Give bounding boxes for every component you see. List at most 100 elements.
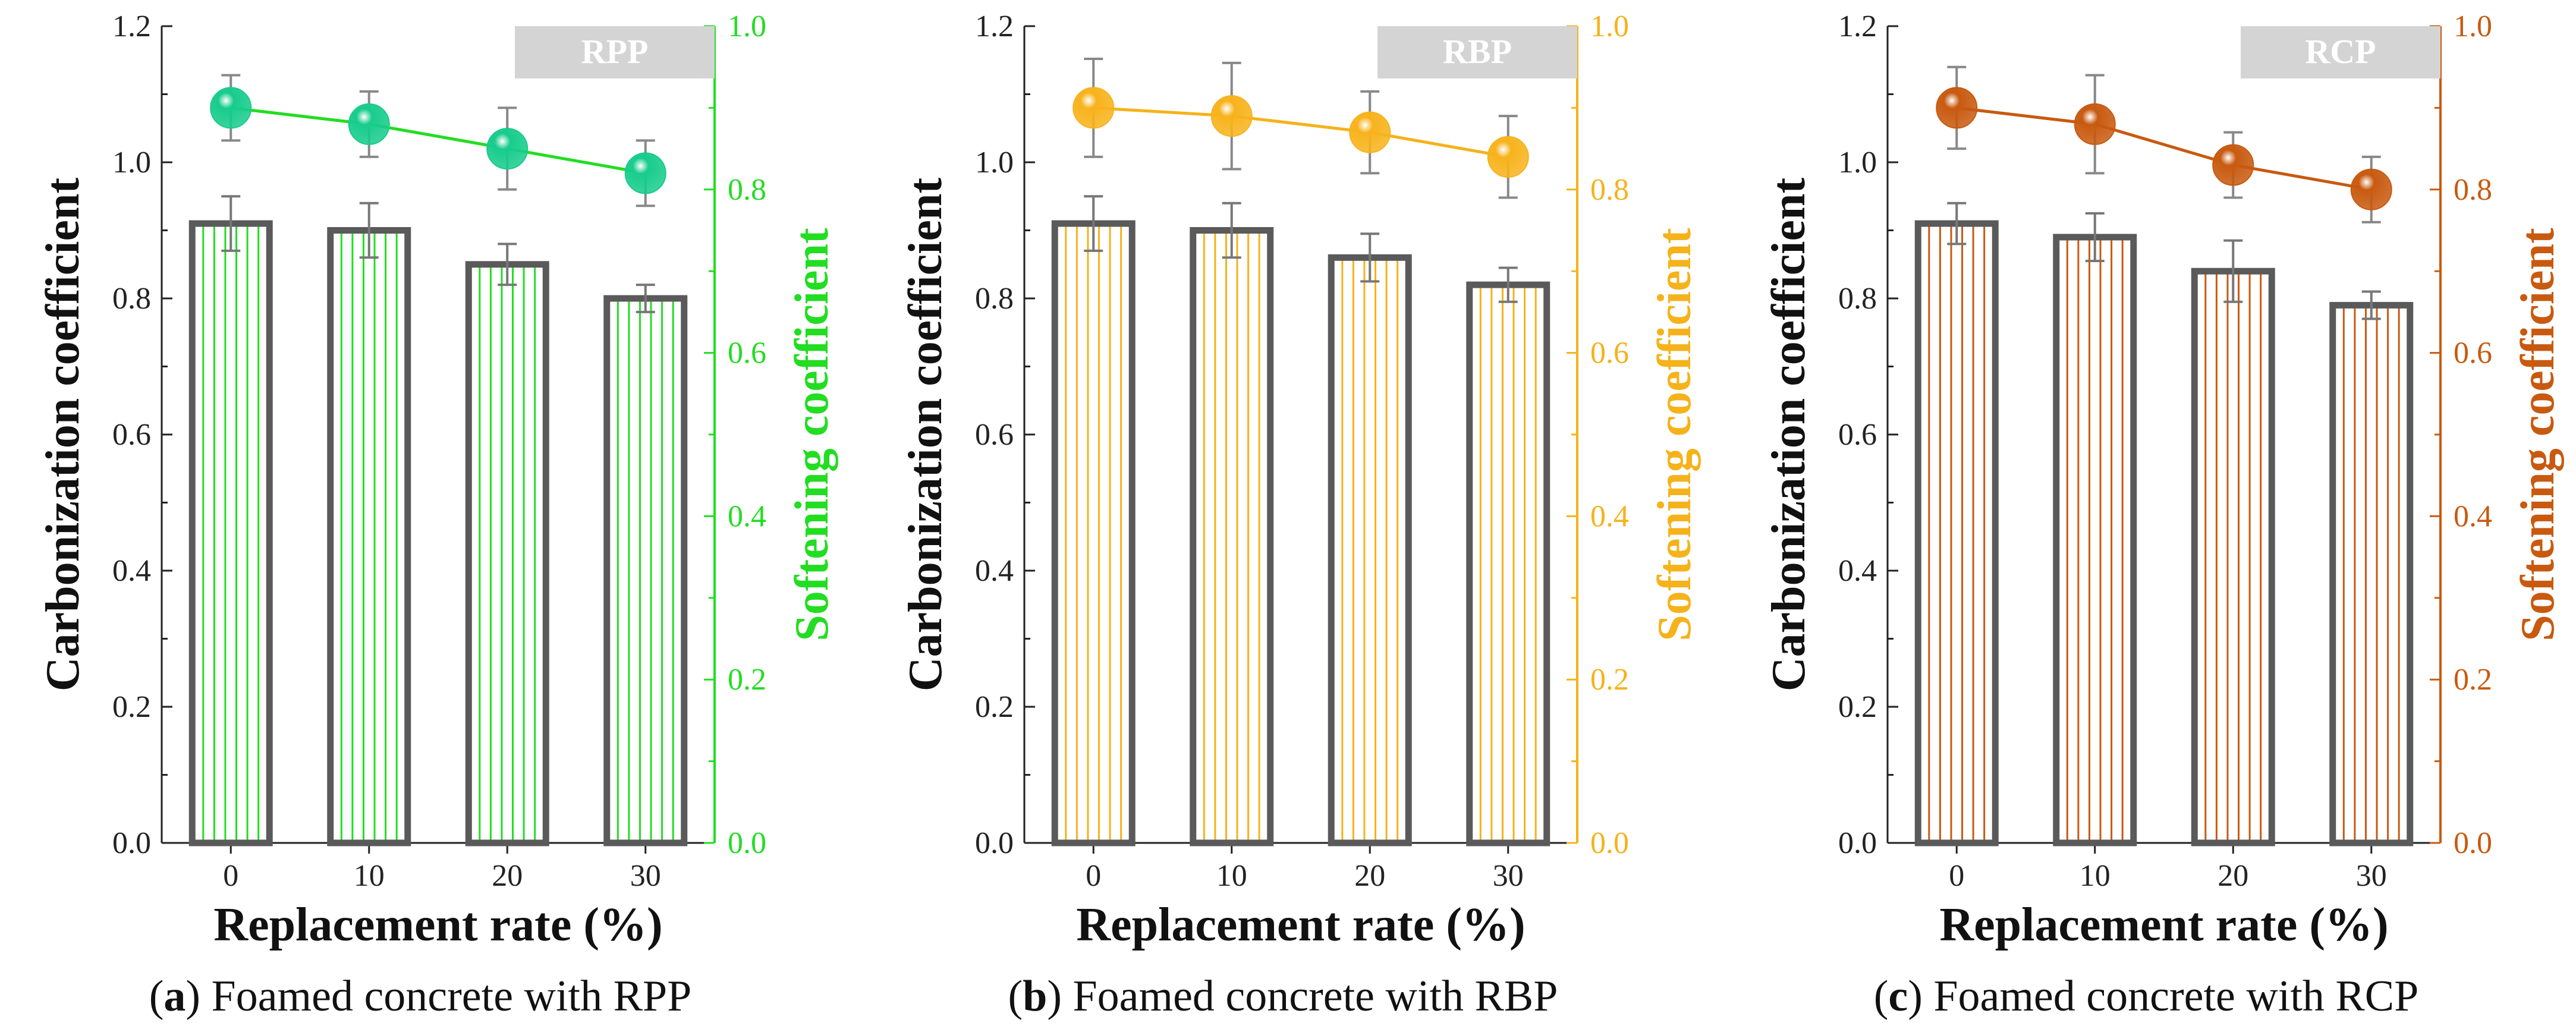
right-tick-label: 0.6 bbox=[1590, 336, 1629, 370]
right-tick-label: 0.8 bbox=[2454, 173, 2492, 207]
x-axis-title: Replacement rate (%) bbox=[1939, 899, 2388, 951]
softening-point bbox=[2212, 144, 2254, 186]
y2-axis-title: Softening coefficient bbox=[2512, 228, 2564, 641]
caption-panel-label: a bbox=[163, 972, 185, 1021]
bar bbox=[603, 295, 688, 846]
caption-text: Foamed concrete with RCP bbox=[1933, 972, 2418, 1021]
right-tick-label: 1.0 bbox=[2454, 10, 2492, 43]
panel-tag-box bbox=[1377, 26, 1577, 78]
softening-point bbox=[624, 152, 666, 194]
right-tick-label: 0.0 bbox=[728, 826, 766, 860]
softening-line bbox=[1093, 106, 1509, 159]
bar bbox=[465, 261, 549, 846]
left-tick-label: 0.8 bbox=[975, 282, 1014, 316]
softening-point bbox=[1072, 87, 1115, 129]
caption-panel-label: b bbox=[1023, 972, 1047, 1021]
x-tick-label: 20 bbox=[492, 859, 523, 893]
bar bbox=[1328, 254, 1412, 846]
right-tick-label: 0.4 bbox=[1590, 499, 1629, 533]
y-axis-title: Carbonization coefficient bbox=[1763, 178, 1815, 692]
bar-error-bar bbox=[498, 243, 517, 287]
panel-c: 0.0 0.2 0.4 0.6 0.8 1.0 1.2 0.0 0.2 0.4 0.6 0.8 1.0 0… bbox=[1763, 10, 2564, 1021]
x-tick-label: 10 bbox=[2080, 859, 2111, 893]
caption-paren-close: ) bbox=[185, 972, 211, 1021]
x-tick-label: 10 bbox=[354, 859, 385, 893]
left-tick-label: 0.2 bbox=[975, 690, 1014, 724]
softening-point bbox=[1210, 95, 1253, 137]
bar-error-bar bbox=[2361, 290, 2381, 320]
right-tick-label: 0.4 bbox=[728, 499, 766, 533]
left-tick-label: 0.0 bbox=[1838, 826, 1877, 860]
caption-paren-close: ) bbox=[1047, 972, 1072, 1021]
left-tick-label: 1.0 bbox=[112, 146, 151, 180]
panel-tag-box bbox=[2241, 26, 2440, 78]
x-tick-label: 30 bbox=[1493, 859, 1524, 893]
x-tick-label: 20 bbox=[2218, 859, 2248, 893]
left-tick-label: 1.0 bbox=[1838, 146, 1877, 180]
right-tick-label: 0.2 bbox=[2454, 663, 2492, 697]
x-tick-label: 0 bbox=[1086, 859, 1101, 893]
caption-text: Foamed concrete with RBP bbox=[1073, 972, 1558, 1021]
bar bbox=[1190, 227, 1274, 846]
left-tick-label: 1.2 bbox=[1838, 10, 1877, 43]
right-tick-label: 1.0 bbox=[1590, 10, 1629, 43]
left-tick-label: 1.2 bbox=[975, 10, 1014, 43]
caption-paren-close: ) bbox=[1908, 972, 1933, 1021]
y-axis-title: Carbonization coefficient bbox=[899, 178, 952, 692]
y-axis-title: Carbonization coefficient bbox=[37, 178, 89, 692]
left-tick-label: 0.8 bbox=[1838, 282, 1877, 316]
right-tick-label: 0.6 bbox=[728, 336, 766, 370]
left-tick-label: 1.2 bbox=[112, 10, 151, 43]
caption-paren-open: ( bbox=[1008, 972, 1023, 1021]
right-tick-label: 0.6 bbox=[2454, 336, 2492, 370]
right-tick-label: 0.8 bbox=[1590, 173, 1629, 207]
y2-axis-title: Softening coefficient bbox=[786, 228, 838, 641]
softening-point bbox=[2074, 103, 2116, 145]
right-tick-label: 0.4 bbox=[2454, 499, 2492, 533]
bar bbox=[1466, 281, 1550, 846]
bar bbox=[327, 227, 411, 846]
y2-axis-title: Softening coefficient bbox=[1649, 228, 1701, 641]
right-tick-label: 0.2 bbox=[1590, 663, 1629, 697]
x-tick-label: 20 bbox=[1354, 859, 1385, 893]
right-tick-label: 1.0 bbox=[728, 10, 766, 43]
softening-point bbox=[1349, 111, 1391, 153]
caption-panel-label: c bbox=[1888, 972, 1908, 1021]
bar bbox=[2191, 267, 2275, 846]
softening-point bbox=[210, 87, 252, 129]
bar-error-bar bbox=[221, 195, 241, 252]
softening-point bbox=[486, 128, 529, 170]
softening-point bbox=[2350, 168, 2392, 210]
bar-error-bar bbox=[1947, 202, 1967, 246]
right-tick-label: 0.2 bbox=[728, 663, 766, 697]
left-tick-label: 0.4 bbox=[975, 554, 1014, 588]
bar-error-bar bbox=[359, 202, 379, 259]
softening-point bbox=[1487, 136, 1529, 178]
x-tick-label: 30 bbox=[630, 859, 661, 893]
caption-paren-open: ( bbox=[1874, 972, 1889, 1021]
bar bbox=[188, 220, 273, 846]
left-tick-label: 1.0 bbox=[975, 146, 1014, 180]
x-tick-label: 10 bbox=[1216, 859, 1247, 893]
caption-paren-open: ( bbox=[149, 972, 164, 1021]
caption-text: Foamed concrete with RPP bbox=[212, 972, 692, 1021]
softening-point bbox=[348, 103, 390, 145]
panel-caption: (a) Foamed concrete with RPP bbox=[149, 972, 692, 1021]
x-tick-label: 0 bbox=[223, 859, 238, 893]
panel-caption: (c) Foamed concrete with RCP bbox=[1874, 972, 2419, 1021]
left-tick-label: 0.6 bbox=[1838, 418, 1877, 452]
softening-line bbox=[230, 106, 646, 175]
bar-error-bar bbox=[1498, 266, 1518, 303]
bar-error-bar bbox=[2085, 212, 2105, 263]
bar-error-bar bbox=[1222, 202, 1241, 259]
bar bbox=[1914, 220, 1999, 846]
panel-tag-label: RPP bbox=[581, 32, 649, 71]
left-tick-label: 0.8 bbox=[112, 282, 151, 316]
right-tick-label: 0.0 bbox=[1590, 826, 1629, 860]
left-tick-label: 0.2 bbox=[1838, 690, 1877, 724]
panel-b: 0.0 0.2 0.4 0.6 0.8 1.0 1.2 0.0 0.2 0.4 0.6 0.8 1.0 0… bbox=[899, 10, 1701, 1021]
x-tick-label: 30 bbox=[2356, 859, 2387, 893]
right-tick-label: 0.0 bbox=[2454, 826, 2492, 860]
left-tick-label: 0.6 bbox=[112, 418, 151, 452]
